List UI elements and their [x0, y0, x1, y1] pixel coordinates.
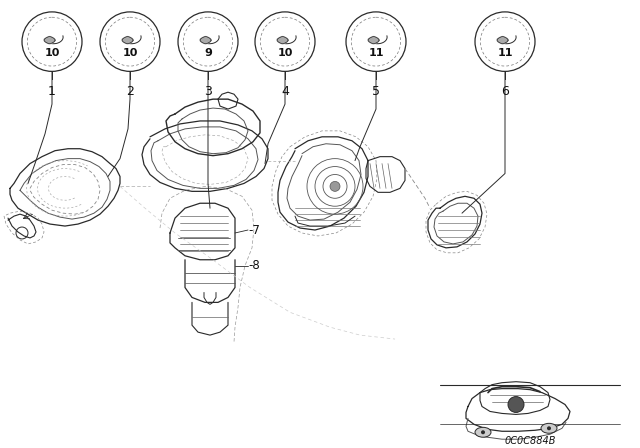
Text: 10: 10 — [44, 48, 60, 58]
Circle shape — [330, 181, 340, 191]
Circle shape — [255, 12, 315, 71]
Text: -7: -7 — [248, 224, 260, 237]
Polygon shape — [497, 37, 508, 44]
Text: 2: 2 — [126, 85, 134, 98]
Text: 1: 1 — [48, 85, 56, 98]
Text: 10: 10 — [122, 48, 138, 58]
Text: 5: 5 — [372, 85, 380, 98]
Circle shape — [508, 396, 524, 413]
Circle shape — [547, 426, 551, 430]
Polygon shape — [200, 37, 211, 44]
Text: 11: 11 — [497, 48, 513, 58]
Text: 10: 10 — [277, 48, 292, 58]
Polygon shape — [368, 37, 379, 44]
Circle shape — [481, 430, 485, 434]
Circle shape — [475, 12, 535, 71]
Text: 9: 9 — [204, 48, 212, 58]
Polygon shape — [277, 37, 288, 44]
Polygon shape — [122, 37, 133, 44]
Circle shape — [178, 12, 238, 71]
Polygon shape — [44, 37, 55, 44]
Text: 0C0C884B: 0C0C884B — [504, 436, 556, 446]
Text: -8: -8 — [248, 259, 260, 272]
Circle shape — [22, 12, 82, 71]
Ellipse shape — [541, 423, 557, 433]
Ellipse shape — [475, 427, 491, 437]
Text: 4: 4 — [281, 85, 289, 98]
Circle shape — [346, 12, 406, 71]
Circle shape — [100, 12, 160, 71]
Text: 6: 6 — [501, 85, 509, 98]
Text: 3: 3 — [204, 85, 212, 98]
Text: 11: 11 — [368, 48, 384, 58]
